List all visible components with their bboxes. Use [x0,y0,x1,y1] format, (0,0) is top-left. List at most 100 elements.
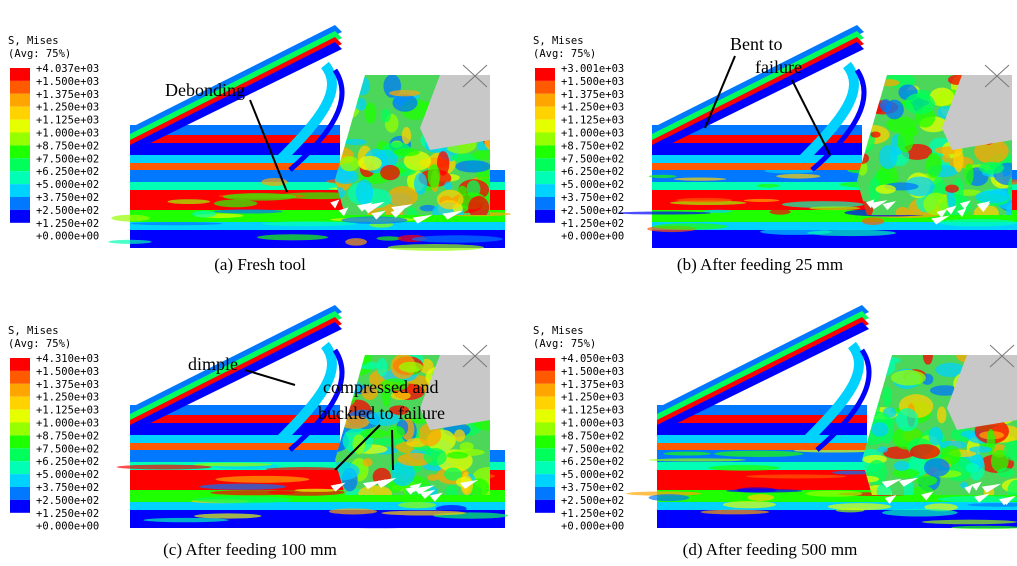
contour-blob [875,184,896,194]
contour-blob [350,88,360,105]
gap [974,493,990,503]
layer [657,443,867,450]
gap [981,483,1002,493]
legend-label: +1.000e+03 [36,418,99,430]
chip-curl [815,348,872,452]
caption: (d) After feeding 500 mm [683,540,858,559]
stress-streak [861,217,885,225]
stress-streak [676,197,733,203]
legend-swatch [10,435,30,449]
simulation-image [116,290,508,529]
contour-blob [904,93,936,115]
legend-subtitle: (Avg: 75%) [533,48,596,60]
legend-label: +7.500e+02 [36,153,99,165]
contour-blob [358,361,380,370]
legend-subtitle: (Avg: 75%) [8,338,71,350]
legend-label: +6.250e+02 [561,456,624,468]
legend-label: +1.375e+03 [561,89,624,101]
stress-streak [435,505,467,513]
contour-blob [973,204,999,215]
stress-streak [345,238,367,246]
legend-swatch [10,499,30,513]
contour-blob [376,357,388,377]
legend-swatch [535,383,555,397]
top-mask [657,290,1017,294]
stress-streak [894,239,935,247]
contour-blob [382,384,391,407]
legend-label: +5.000e+02 [36,469,99,481]
legend-label: +1.250e+02 [561,218,624,230]
contour-blob [869,357,896,377]
contour-blob [945,184,959,193]
contour-blob [876,483,892,495]
stress-streak [213,209,283,214]
legend-swatch [535,93,555,107]
stress-streak [387,244,484,251]
tool-mark [462,344,488,368]
contour-blob [929,385,960,396]
stress-streak [743,198,780,202]
legend-swatch [535,209,555,223]
legend-title: S, Mises [8,325,59,337]
gap [957,208,967,218]
stress-streak [881,508,958,517]
legend-swatch [535,145,555,159]
legend-swatch [10,119,30,133]
gap [936,208,948,218]
stress-streak [805,490,863,497]
contour-blob [960,481,969,489]
legend-swatch [10,158,30,172]
annotation: failure [755,57,802,77]
contour-blob [938,440,967,450]
contour-blob [413,172,428,195]
legend-label: +4.037e+03 [36,63,99,75]
contour-blob [867,356,901,365]
stress-streak [827,503,892,511]
stress-streak [746,474,846,479]
contour-blob [1007,175,1012,202]
contour-blob [392,94,418,112]
contour-blob [390,461,415,487]
stress-streak [663,451,711,456]
layer [652,222,1017,230]
contour-blob [877,446,888,453]
legend-label: +8.750e+02 [561,140,624,152]
legend-label: +1.000e+03 [36,128,99,140]
stress-streak [116,464,212,470]
contour-blob [895,206,910,215]
legend-label: +3.750e+02 [561,192,624,204]
layer [130,155,340,163]
contour-blob [940,445,961,465]
contour-blob [398,361,424,373]
legend-swatch [535,358,555,371]
contour-blob [965,462,979,473]
legend-label: +3.750e+02 [561,482,624,494]
contour-blob [335,461,360,481]
annotation-arrow [791,79,831,156]
legend-swatch [10,383,30,397]
contour-blob [871,422,889,437]
layer [657,462,1017,470]
legend-label: +7.500e+02 [561,443,624,455]
artwork [108,10,1017,530]
contour-blob [882,386,892,407]
legend-label: +1.250e+03 [36,102,99,114]
contour-blob [953,147,964,173]
gap [1001,496,1015,506]
layer [130,462,505,470]
contour-blob [910,485,935,495]
contour-blob [455,160,490,173]
top-mask [130,10,505,14]
legend-label: +2.500e+02 [561,205,624,217]
contour-blob [390,391,411,400]
legend-label: +1.375e+03 [561,379,624,391]
legend-swatch [10,132,30,146]
contour-blob [472,149,490,160]
tool-mark [984,64,1010,88]
legend-label: +1.500e+03 [36,366,99,378]
contour-blob [339,415,370,429]
legend-label: +6.250e+02 [561,166,624,178]
legend-swatch [535,171,555,185]
contour-blob [401,126,412,145]
stress-streak [648,174,677,178]
